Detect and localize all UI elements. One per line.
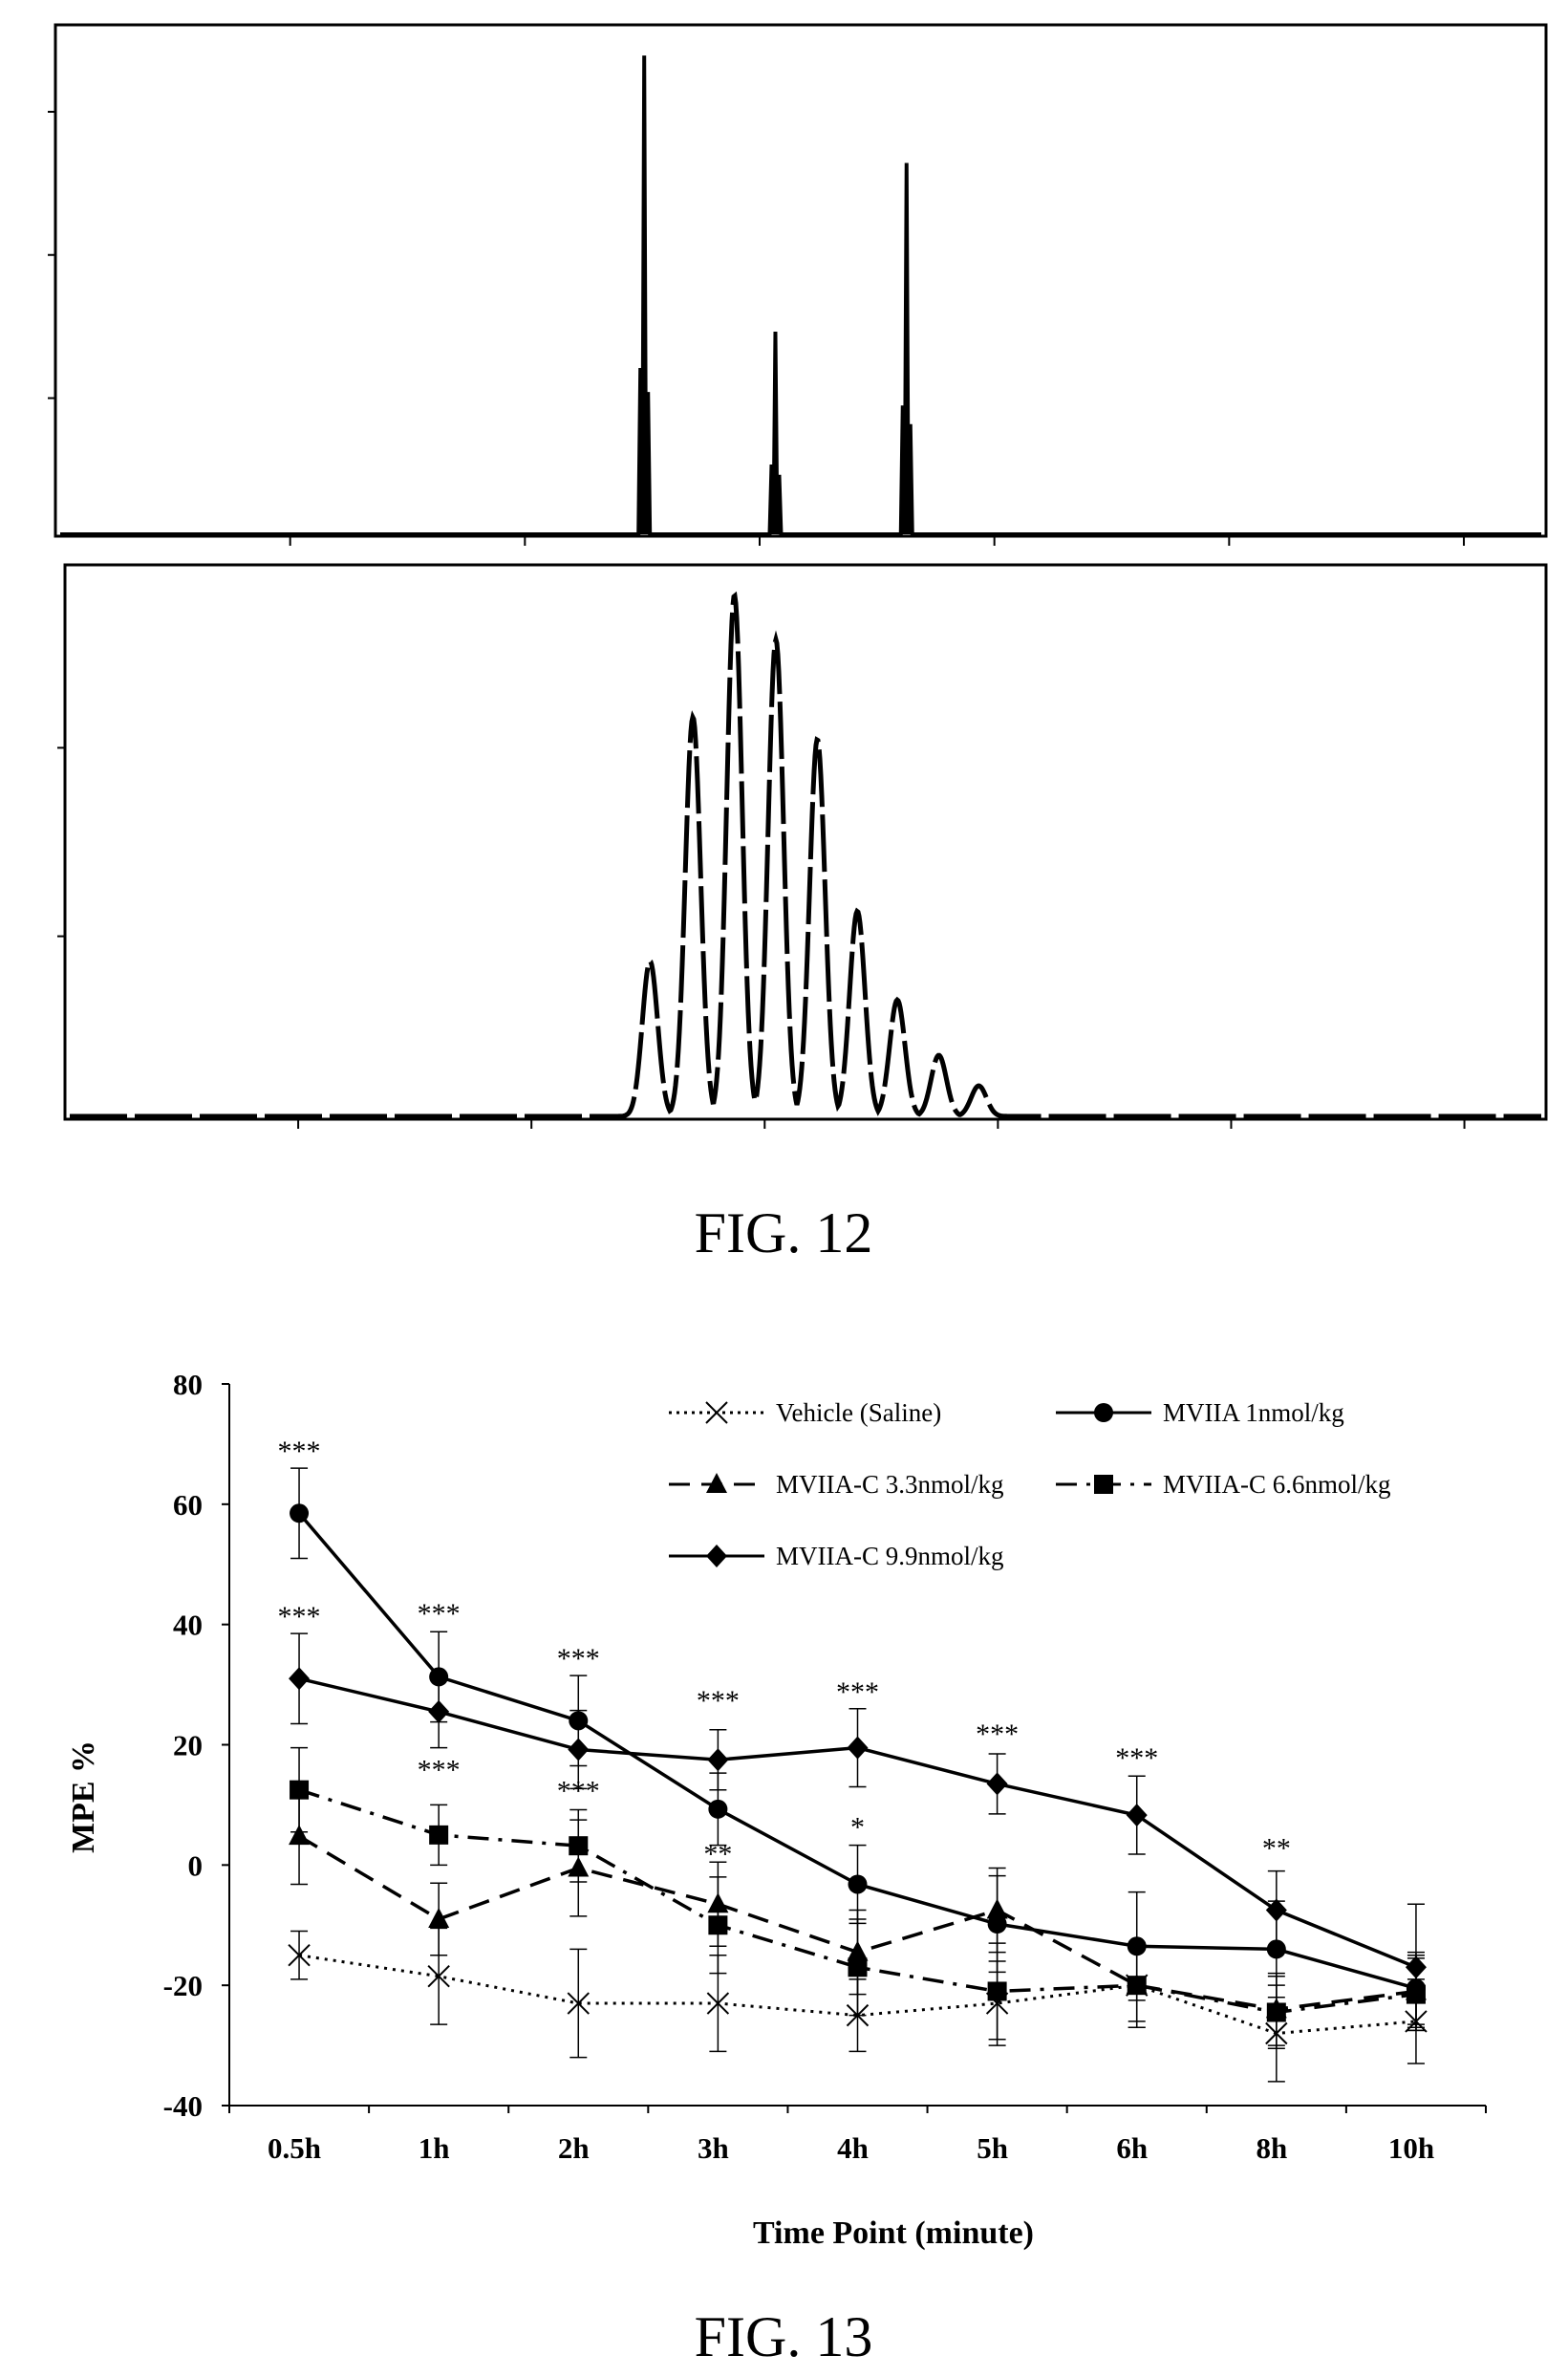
data-point [427,1965,450,1988]
legend-label: MVIIA-C 6.6nmol/kg [1163,1470,1391,1499]
y-tick-label: 80 [173,1368,203,1401]
x-tick-label: 2h [558,2131,590,2165]
significance-marker: * [850,1811,865,1843]
significance-marker: *** [418,1755,461,1786]
legend-marker [1094,1475,1113,1494]
data-point [708,1799,728,1819]
series-diamond [289,1632,1427,2032]
legend-label: MVIIA 1nmol/kg [1163,1398,1344,1427]
data-point [1405,1956,1427,1979]
data-point [987,1981,1007,2001]
legend-label: MVIIA-C 3.3nmol/kg [776,1470,1004,1499]
x-tick-label: 8h [1256,2131,1287,2165]
data-point [848,1957,868,1977]
significance-marker: *** [557,1776,600,1807]
data-point [1266,2002,1286,2022]
data-point [289,1825,311,1846]
data-point [569,1836,589,1856]
fig12-top-panel [48,23,1548,546]
data-point [568,1738,590,1761]
data-point [567,1992,590,2015]
fig12-top-ticks [48,110,1466,546]
x-tick-label: 1h [419,2131,450,2165]
y-tick-label: 0 [188,1848,204,1882]
x-tick-label: 4h [837,2131,869,2165]
series-line [298,1788,1417,2015]
y-tick-label: 20 [173,1729,203,1762]
data-point [848,1874,868,1894]
series-circle [290,1467,1426,2025]
fig13-legend: Vehicle (Saline) MVIIA 1nmol/kg MVIIA-C 3.… [669,1398,1391,1570]
data-point [288,1944,311,1967]
significance-marker: ** [703,1839,732,1870]
legend-label: Vehicle (Saline) [776,1398,941,1427]
fig12-bottom-panel [57,563,1548,1129]
y-tick-label: -20 [163,1969,203,2002]
significance-marker: ** [1262,1832,1291,1864]
y-tick-label: -40 [163,2089,203,2123]
fig13-caption: FIG. 13 [695,2305,873,2368]
y-tick-label: 40 [173,1609,203,1642]
legend-marker [1094,1403,1113,1422]
fig13-y-ticks: 80 60 40 20 0 -20 -40 [163,1368,229,2123]
data-point [706,1992,730,2015]
significance-marker: *** [976,1718,1019,1750]
fig13-y-axis-title: MPE % [66,1740,101,1853]
legend-marker [706,1545,727,1567]
significance-marker: *** [836,1676,879,1708]
significance-marker: *** [697,1685,740,1717]
fig12-bottom-frame [63,563,1548,1121]
x-tick-label: 6h [1116,2131,1148,2165]
data-point [707,1748,729,1772]
data-point [289,1667,311,1691]
data-point [986,1772,1008,1796]
data-point [1126,1804,1148,1827]
y-tick-label: 60 [173,1488,203,1522]
legend-marker [705,1401,728,1424]
data-point [1265,1898,1287,1922]
data-point [847,1736,869,1760]
data-point [708,1915,728,1935]
fig13-x-axis-title: Time Point (minute) [753,2215,1034,2251]
fig12-caption: FIG. 12 [695,1201,873,1264]
data-point [1127,1976,1147,1996]
x-tick-label: 10h [1388,2131,1434,2165]
data-point [428,1699,450,1723]
significance-marker: *** [557,1643,600,1675]
data-point [290,1503,310,1523]
significance-marker: *** [418,1598,461,1630]
data-point [986,1898,1008,1919]
fig13-x-ticks: 0.5h 1h 2h 3h 4h 5h 6h 8h 10h [228,2106,1487,2165]
fig12-bottom-trace [70,591,1541,1119]
legend-label: MVIIA-C 9.9nmol/kg [776,1542,1004,1570]
fig12-top-trace [60,55,1541,536]
x-tick-label: 0.5h [268,2131,321,2165]
x-tick-label: 3h [698,2131,729,2165]
legend-marker [706,1473,727,1493]
fig12-bottom-ticks [57,746,1466,1129]
fig13-annotations: ****** ***************************** [278,1436,1291,1870]
data-point [290,1780,310,1800]
significance-marker: *** [1115,1742,1158,1774]
significance-marker: *** [278,1601,321,1632]
x-tick-label: 5h [977,2131,1008,2165]
data-point [428,1907,450,1928]
fig13-series [288,1467,1428,2083]
data-point [429,1825,449,1845]
significance-marker: *** [278,1436,321,1467]
fig12-top-frame [54,23,1548,538]
